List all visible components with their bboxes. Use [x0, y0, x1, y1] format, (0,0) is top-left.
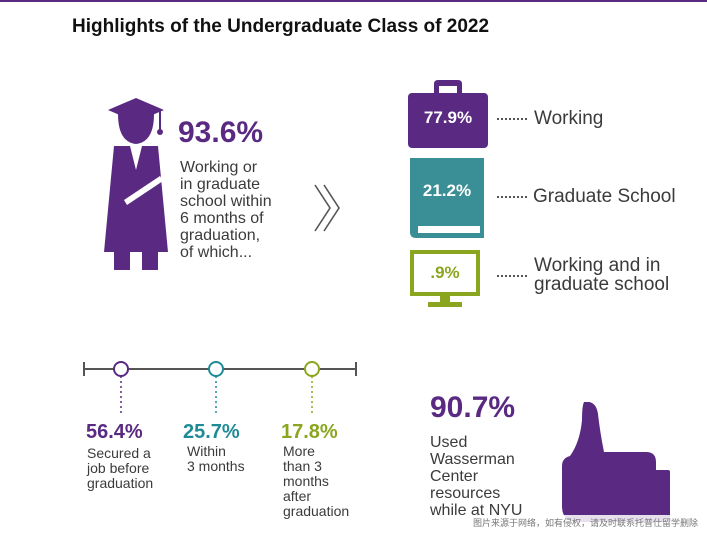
timeline-desc-line: job before: [87, 460, 150, 476]
outcome-label-working-and-grad: Working and in graduate school: [534, 256, 669, 294]
outcome-label-line: graduate school: [534, 274, 670, 295]
dotted-leader: [497, 196, 527, 198]
outcome-label-graduate-school: Graduate School: [533, 186, 676, 207]
timeline-value-before: 56.4%: [86, 421, 143, 443]
double-chevron-right-icon: [314, 184, 340, 232]
headline-percent: 93.6%: [178, 116, 264, 149]
timeline-desc-line: 3 months: [187, 458, 245, 474]
page-title: Highlights of the Undergraduate Class of…: [72, 16, 490, 37]
outcome-value-graduate-school: 21.2%: [422, 181, 472, 200]
wasserman-line: Used: [430, 434, 468, 451]
outcome-value-working: 77.9%: [423, 108, 473, 127]
monitor-icon: [410, 250, 480, 307]
watermark-text: 图片来源于网络，如有侵权，请及时联系托普仕留学删除: [469, 515, 701, 530]
headline-line: school within: [180, 193, 272, 210]
timeline-desc-line: after: [283, 488, 312, 504]
wasserman-line: while at NYU: [430, 502, 523, 519]
timeline-desc-line: graduation: [283, 503, 350, 519]
timeline-desc-line: More: [283, 443, 315, 459]
outcome-label-working: Working: [534, 108, 604, 129]
briefcase-icon: [408, 80, 488, 148]
timeline-desc-after-3-months: More than 3 months after graduation: [283, 444, 349, 519]
graduate-icon: [104, 98, 168, 270]
headline-line: in graduate: [180, 176, 261, 193]
timeline-desc-line: months: [283, 473, 329, 489]
dotted-leader: [497, 275, 527, 277]
timeline-desc-line: Secured a: [87, 445, 151, 461]
dotted-leader: [497, 118, 527, 120]
timeline-desc-within-3-months: Within 3 months: [187, 444, 245, 474]
headline-line: graduation,: [180, 227, 261, 244]
wasserman-percent: 90.7%: [430, 391, 516, 424]
headline-text: Working or in graduate school within 6 m…: [180, 159, 300, 261]
wasserman-line: Center: [430, 468, 479, 485]
timeline-desc-line: graduation: [87, 475, 154, 491]
timeline-desc-line: than 3: [283, 458, 322, 474]
timeline-value-after-3-months: 17.8%: [281, 421, 338, 443]
headline-line: of which...: [180, 244, 253, 261]
wasserman-line: Wasserman: [430, 451, 515, 468]
timeline-desc-line: Within: [187, 443, 226, 459]
wasserman-text: Used Wasserman Center resources while at…: [430, 434, 522, 519]
timeline-value-within-3-months: 25.7%: [183, 421, 240, 443]
outcome-value-working-and-grad: .9%: [430, 263, 460, 282]
top-accent-line: [0, 0, 707, 2]
book-icon: [410, 158, 484, 238]
thumbs-up-icon: [562, 402, 670, 522]
timeline-desc-before: Secured a job before graduation: [87, 446, 153, 491]
timeline: [83, 361, 357, 414]
outcome-label-line: Working and in: [534, 255, 661, 276]
wasserman-line: resources: [430, 485, 501, 502]
headline-line: Working or: [180, 159, 258, 176]
headline-line: 6 months of: [180, 210, 264, 227]
